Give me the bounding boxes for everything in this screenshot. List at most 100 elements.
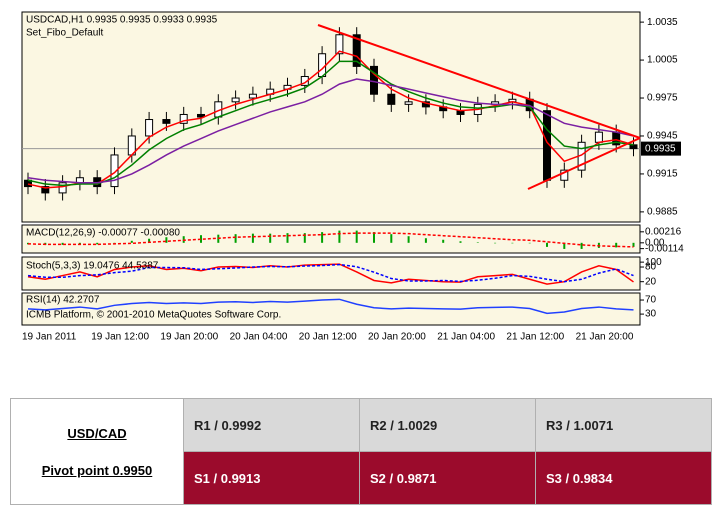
chart-title: USDCAD,H1 0.9935 0.9935 0.9933 0.9935	[26, 15, 218, 26]
x-tick-label: 19 Jan 20:00	[160, 332, 218, 343]
macd-bar	[130, 240, 133, 243]
macd-bar	[546, 242, 548, 247]
macd-bar	[165, 237, 168, 243]
macd-bar	[442, 239, 445, 243]
y-tick-label: 0.9915	[647, 169, 678, 180]
x-tick-label: 19 Jan 2011	[22, 332, 77, 343]
rsi-title: RSI(14) 42.2707	[26, 295, 100, 306]
stoch-main	[27, 263, 634, 285]
candle-body	[594, 131, 603, 143]
x-tick-label: 21 Jan 20:00	[576, 332, 634, 343]
copyright: ICMB Platform, © 2001-2010 MetaQuotes So…	[26, 310, 281, 321]
macd-bar	[390, 234, 393, 243]
macd-bar	[407, 236, 410, 243]
candle-body	[162, 119, 171, 124]
resistance: R1 / 0.9992	[183, 398, 360, 452]
macd-bar	[338, 230, 341, 243]
macd-bar	[148, 238, 151, 243]
stoch-signal	[27, 263, 634, 283]
y-tick-label: 20	[645, 276, 657, 287]
x-tick-label: 21 Jan 04:00	[437, 332, 495, 343]
candle-body	[404, 101, 413, 105]
macd-bar	[563, 242, 566, 249]
candle-body	[58, 182, 67, 194]
y-tick-label: 1.0005	[647, 55, 678, 66]
macd-bar	[251, 233, 254, 243]
x-tick-label: 20 Jan 04:00	[230, 332, 288, 343]
trend-line	[527, 137, 641, 190]
macd-bar	[424, 238, 427, 243]
candle-body	[179, 113, 188, 124]
rsi-line	[27, 298, 634, 315]
macd-bar	[476, 242, 479, 243]
macd-bar	[632, 242, 635, 247]
y-tick-label: 80	[645, 262, 657, 273]
moving-average	[27, 78, 634, 184]
macd-bar	[200, 235, 202, 243]
candle-body	[231, 97, 240, 103]
candle-body	[145, 119, 154, 137]
macd-bar	[511, 242, 514, 244]
macd-signal	[27, 232, 634, 248]
macd-bar	[580, 242, 583, 249]
macd-bar	[234, 234, 237, 243]
x-tick-label: 21 Jan 12:00	[506, 332, 564, 343]
candle-body	[248, 93, 257, 99]
chart-subtitle: Set_Fibo_Default	[26, 28, 103, 39]
pivot: Pivot point 0.9950	[41, 462, 153, 478]
candle-body	[335, 34, 344, 55]
macd-title: MACD(12,26,9) -0.00077 -0.00080	[26, 228, 180, 239]
y-tick-label: 0.9945	[647, 131, 678, 142]
current-price-label: 0.9935	[645, 143, 676, 154]
macd-bar	[269, 233, 272, 243]
y-tick-label: 70	[645, 295, 657, 306]
candle-body	[629, 144, 638, 150]
x-tick-label: 20 Jan 20:00	[368, 332, 426, 343]
pair: USD/CAD	[67, 425, 127, 441]
macd-bar	[528, 242, 531, 244]
candle-body	[560, 169, 569, 181]
candle-body	[41, 186, 50, 194]
macd-bar	[494, 242, 497, 244]
macd-bar	[355, 230, 358, 243]
candle-body	[318, 53, 327, 78]
macd-bar	[78, 242, 81, 245]
y-tick-label: 0.9885	[647, 207, 678, 218]
support: S1 / 0.9913	[183, 451, 360, 505]
macd-bar	[303, 233, 306, 243]
macd-bar	[182, 236, 185, 243]
support: S2 / 0.9871	[359, 451, 536, 505]
support: S3 / 0.9834	[535, 451, 712, 505]
macd-bar	[373, 232, 375, 243]
macd-bar	[61, 242, 64, 245]
macd-bar	[286, 233, 289, 243]
macd-bar	[27, 242, 29, 245]
candle-body	[352, 34, 361, 67]
current-price-box	[641, 141, 681, 156]
y-tick-label: -0.00114	[645, 243, 684, 254]
y-tick-label: 30	[645, 309, 657, 320]
macd-bar	[113, 242, 116, 244]
y-tick-label: 0.00216	[645, 226, 682, 237]
resistance: R2 / 1.0029	[359, 398, 536, 452]
candle-body	[110, 154, 119, 188]
rsi-panel	[21, 292, 641, 326]
macd-bar	[615, 242, 618, 248]
stoch-panel	[21, 256, 641, 291]
y-tick-label: 0.00	[645, 237, 665, 248]
moving-average	[27, 60, 634, 187]
macd-bar	[96, 242, 99, 245]
trend-line	[317, 24, 641, 139]
x-tick-label: 19 Jan 12:00	[91, 332, 149, 343]
pair-cell: USD/CAD Pivot point 0.9950	[10, 398, 184, 505]
chart: USDCAD,H1 0.9935 0.9935 0.9933 0.9935 Se…	[21, 11, 684, 343]
pivot-table: USD/CAD Pivot point 0.9950 R1 / 0.9992 R…	[10, 398, 712, 505]
stoch-title: Stoch(5,3,3) 19.0476 44.5387	[26, 261, 159, 272]
macd-bar	[321, 232, 324, 243]
resistance: R3 / 1.0071	[535, 398, 712, 452]
macd-bar	[459, 241, 462, 243]
candle-body	[197, 113, 205, 118]
candle-body	[387, 93, 396, 105]
y-tick-label: 1.0035	[647, 17, 678, 28]
